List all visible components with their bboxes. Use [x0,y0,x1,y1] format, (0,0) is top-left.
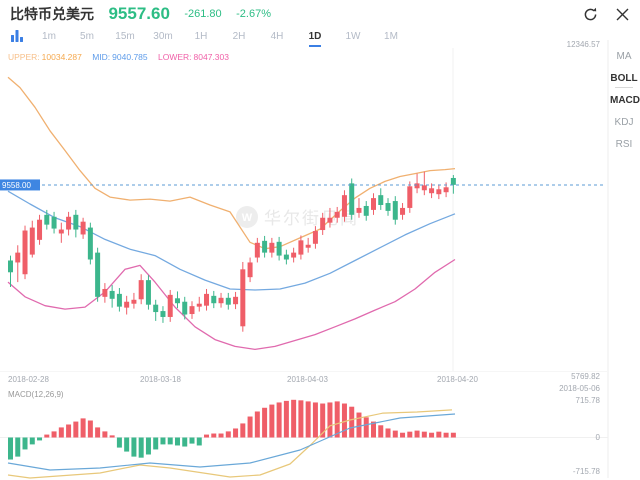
last-price: 9557.60 [108,4,170,23]
svg-text:华尔街见闻: 华尔街见闻 [264,209,359,228]
tab-1m[interactable]: 1m [42,30,56,42]
macd-params-label: MACD(12,26,9) [8,390,64,399]
tab-30m[interactable]: 30m [153,30,173,42]
boll-lower-line [7,258,456,351]
svg-text:2018-05-06: 2018-05-06 [559,384,600,393]
header: 比特币兑美元 9557.60 -261.80 -2.67% [10,4,630,26]
boll-upper-line [7,76,456,250]
sidebar-item-kdj[interactable]: KDJ [614,117,634,128]
sidebar-item-boll[interactable]: BOLL [610,73,638,88]
svg-text:5769.82: 5769.82 [571,372,600,381]
timeframe-tabbar: 1m 5m 15m 30m 1H 2H 4H 1D 1W 1M [10,27,410,47]
tab-1w[interactable]: 1W [345,30,361,42]
x-axis-labels: 2018-02-28 2018-03-18 2018-04-03 2018-04-20 [8,375,478,384]
boll-mid-line [7,190,456,291]
boll-mid-value: 9040.785 [112,52,148,62]
tab-1h[interactable]: 1H [194,30,208,42]
tab-2h[interactable]: 2H [232,30,246,42]
grid-lines [0,40,609,478]
boll-upper-value: 10034.287 [41,52,82,62]
boll-mid-label: MID: [92,52,111,62]
macd-dif-line [7,409,453,479]
candlestick-layer [8,171,456,332]
sidebar-item-macd[interactable]: MACD [610,95,640,106]
current-price-line: 9558.00 [0,179,605,191]
svg-text:0: 0 [596,433,601,442]
svg-text:2018-02-28: 2018-02-28 [8,375,49,384]
svg-text:12346.57: 12346.57 [567,40,601,49]
indicator-sidebar: MA BOLL MACD KDJ RSI [610,51,640,161]
svg-text:2018-04-03: 2018-04-03 [287,375,328,384]
refresh-icon[interactable] [582,6,599,23]
boll-lower-label: LOWER: [158,52,192,62]
tab-1m[interactable]: 1M [384,30,398,42]
tab-1d[interactable]: 1D [296,31,334,47]
boll-values-row: UPPER: 10034.287 MID: 9040.785 LOWER: 8047.… [8,52,237,62]
svg-text:2018-03-18: 2018-03-18 [140,375,181,384]
macd-dea-line [7,413,456,471]
svg-text:2018-04-20: 2018-04-20 [437,375,478,384]
sidebar-item-rsi[interactable]: RSI [615,139,633,150]
sidebar-item-ma[interactable]: MA [616,51,632,62]
y-axis-labels: 12346.57 5769.82 2018-05-06 715.78 0 -715.78 [559,40,600,476]
price-change-pct: -2.67% [236,8,271,20]
close-icon[interactable] [615,7,630,22]
price-change: -261.80 [184,8,222,20]
svg-text:715.78: 715.78 [576,396,601,405]
macd-histogram [8,399,456,460]
svg-text:9558.00: 9558.00 [2,181,31,190]
watermark: W 华尔街见闻 [236,206,359,228]
tab-4h[interactable]: 4H [270,30,284,42]
symbol-title: 比特币兑美元 [10,6,94,22]
tab-15m[interactable]: 15m [115,30,135,42]
svg-text:W: W [242,212,253,224]
boll-lower-value: 8047.303 [193,52,229,62]
boll-upper-label: UPPER: [8,52,40,62]
bar-chart-icon[interactable] [10,29,24,43]
tab-5m[interactable]: 5m [80,30,94,42]
svg-text:-715.78: -715.78 [573,467,601,476]
